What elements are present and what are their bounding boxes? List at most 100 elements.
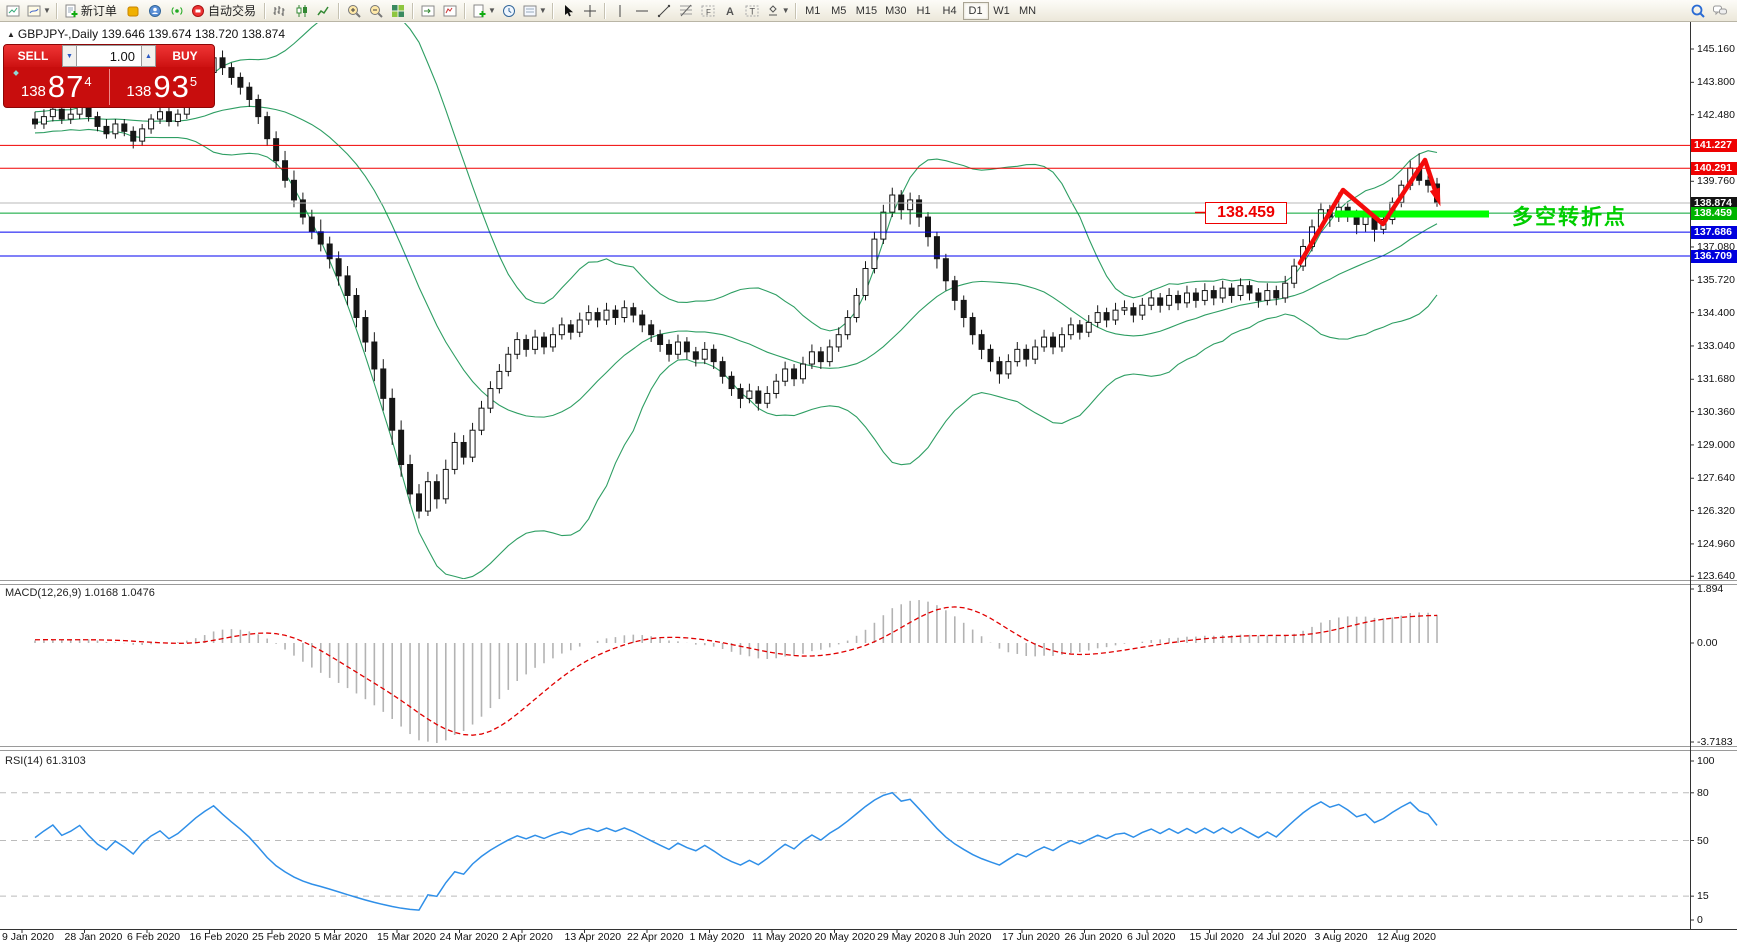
toolbar-button-crosshair[interactable] — [579, 1, 601, 21]
candle-body — [889, 194, 896, 213]
toolbar-button-editor[interactable] — [144, 1, 166, 21]
candle-body — [755, 390, 762, 404]
clock-icon — [502, 4, 515, 17]
candle-body — [228, 67, 235, 78]
timeframe-m5[interactable]: M5 — [826, 2, 852, 20]
linechart-icon — [317, 6, 329, 15]
main-pane — [32, 23, 1441, 579]
candle-body — [942, 258, 949, 282]
candle-body — [1067, 324, 1074, 336]
toolbar-button-bars[interactable] — [269, 1, 291, 21]
candle-body — [40, 116, 47, 125]
sell-button[interactable]: SELL — [4, 45, 62, 67]
toolbar-button-linechart[interactable] — [313, 1, 335, 21]
sell-price-prefix: 138 — [20, 82, 46, 100]
candle-body — [299, 199, 306, 218]
toolbar-button-cursor[interactable] — [557, 1, 579, 21]
volume-decrease-button[interactable]: ▼ — [62, 45, 77, 67]
candle-body — [290, 179, 297, 201]
candle-body — [799, 363, 806, 380]
toolbar-button-shift[interactable] — [417, 1, 439, 21]
toolbar-button-gridf[interactable]: F — [697, 1, 719, 21]
timeframe-m30[interactable]: M30 — [881, 2, 910, 20]
svg-text:F: F — [706, 8, 711, 17]
toolbar-button-templates[interactable]: ▼ — [520, 1, 549, 21]
mql-icon — [127, 6, 139, 16]
tline-icon — [657, 4, 670, 17]
toolbar-button-clock[interactable] — [498, 1, 520, 21]
candle-body — [1255, 292, 1262, 301]
candle-body — [1014, 348, 1021, 363]
toolbar-button-autoscroll[interactable] — [439, 1, 461, 21]
candle-body — [139, 128, 146, 142]
toolbar-button-search[interactable] — [1687, 1, 1709, 21]
candle-body — [344, 275, 351, 296]
candle-body — [121, 123, 128, 132]
timeframe-m1[interactable]: M1 — [800, 2, 826, 20]
candle-body — [791, 368, 798, 380]
toolbar-button-shapes[interactable]: ▼ — [763, 1, 792, 21]
chart-title-text: GBPJPY-,Daily 139.646 139.674 138.720 13… — [17, 27, 286, 41]
toolbar-button-tline[interactable] — [653, 1, 675, 21]
candle-body — [701, 348, 708, 360]
annotation-note[interactable]: 多空转折点 — [1512, 206, 1627, 229]
candle-body — [237, 76, 244, 88]
toolbar-button-hline[interactable] — [631, 1, 653, 21]
toolbar-button-new-order[interactable]: 新订单 — [61, 1, 122, 21]
toolbar-button-new-chart[interactable] — [2, 1, 24, 21]
collapse-arrow-icon[interactable]: ▲ — [7, 30, 15, 39]
toolbar-button-label-t[interactable]: T — [741, 1, 763, 21]
candle-body — [157, 111, 164, 120]
autoscroll-icon — [443, 5, 457, 16]
vline-icon — [619, 4, 621, 17]
candle-body — [746, 390, 753, 399]
candle-body — [532, 336, 539, 350]
cursor-icon — [564, 4, 573, 16]
candle-body — [1148, 297, 1155, 306]
toolbar-button-mql[interactable] — [122, 1, 144, 21]
candle-body — [58, 108, 65, 120]
candle-body — [1228, 287, 1235, 296]
candle-body — [987, 348, 994, 363]
candle-body — [621, 307, 628, 319]
candle-body — [1264, 290, 1271, 301]
toolbar-button-zoom-in[interactable] — [343, 1, 365, 21]
candle-body — [1094, 312, 1101, 323]
candle-body — [1058, 334, 1065, 348]
toolbar-button-signal[interactable] — [166, 1, 188, 21]
sell-price[interactable]: 138 87 4 — [4, 67, 109, 107]
buy-price[interactable]: 138 93 5 — [110, 67, 215, 107]
timeframe-h4[interactable]: H4 — [937, 2, 963, 20]
candle-body — [505, 353, 512, 372]
toolbar-button-chat[interactable] — [1709, 1, 1731, 21]
volume-input[interactable]: 1.00 — [77, 45, 141, 67]
toolbar-button-candles[interactable] — [291, 1, 313, 21]
toolbar-button-text-a[interactable]: A — [719, 1, 741, 21]
candle-body — [657, 334, 664, 345]
timeframe-h1[interactable]: H1 — [911, 2, 937, 20]
candle-body — [710, 348, 717, 363]
toolbar-button-chart-profile[interactable]: ▼ — [24, 1, 53, 21]
timeframe-w1[interactable]: W1 — [989, 2, 1015, 20]
toolbar-button-fibo[interactable] — [675, 1, 697, 21]
candle-body — [782, 368, 789, 382]
candle-body — [371, 341, 378, 370]
candle-body — [112, 123, 119, 135]
price-callout[interactable]: 138.459 — [1205, 202, 1287, 224]
toolbar-button-add-chart[interactable]: ▼ — [469, 1, 498, 21]
timeframe-mn[interactable]: MN — [1015, 2, 1041, 20]
toolbar-button-zoom-out[interactable] — [365, 1, 387, 21]
buy-button[interactable]: BUY — [156, 45, 214, 67]
candle-body — [1076, 324, 1083, 333]
toolbar-button-vline[interactable] — [609, 1, 631, 21]
candle-body — [764, 392, 771, 404]
candle-body — [1183, 292, 1190, 304]
volume-increase-button[interactable]: ▲ — [141, 45, 156, 67]
timeframe-m15[interactable]: M15 — [852, 2, 881, 20]
toolbar-button-tile[interactable] — [387, 1, 409, 21]
timeframe-d1[interactable]: D1 — [962, 1, 989, 20]
candle-body — [389, 397, 396, 431]
toolbar-button-autotrade[interactable]: 自动交易 — [188, 1, 261, 21]
